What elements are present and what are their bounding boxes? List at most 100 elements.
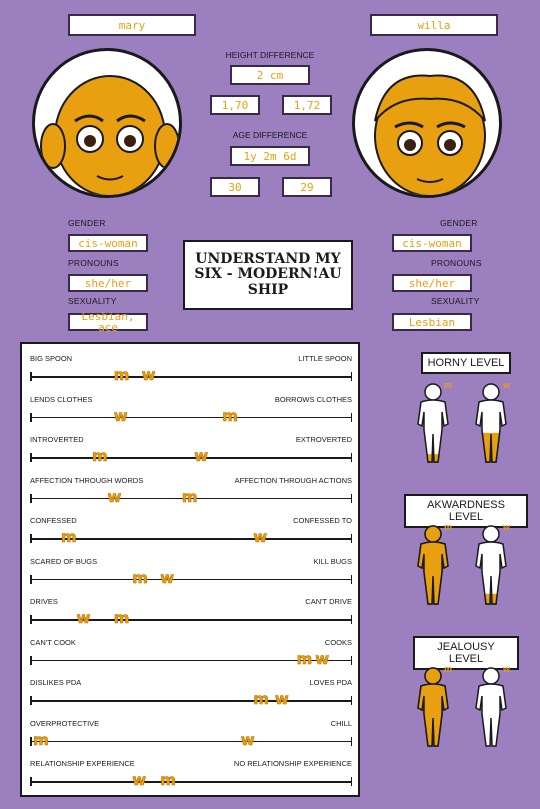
- height-diff: 2 cm: [230, 65, 310, 85]
- level-figure-w: w: [472, 664, 510, 748]
- level-title: JEALOUSY LEVEL: [413, 636, 519, 670]
- marker-w: w: [315, 649, 330, 668]
- figure-tag: m: [443, 522, 452, 532]
- height-right-value: 1,72: [293, 98, 321, 112]
- marker-m: m: [181, 487, 198, 506]
- marker-m: m: [92, 447, 108, 466]
- height-diff-value: 2 cm: [256, 68, 284, 82]
- scale-row: CONFESSED CONFESSED TO m w: [30, 516, 352, 552]
- scale-left-label: DRIVES: [30, 597, 58, 606]
- right-gender-label: GENDER: [440, 218, 478, 228]
- height-left: 1,70: [210, 95, 260, 115]
- left-pronouns: she/her: [84, 276, 132, 290]
- age-left-value: 30: [228, 180, 242, 194]
- scale-right-label: CAN'T DRIVE: [305, 597, 352, 606]
- scale-left-label: DISLIKES PDA: [30, 678, 82, 687]
- scale-left-label: AFFECTION THROUGH WORDS: [30, 475, 144, 485]
- right-pronouns-label: PRONOUNS: [431, 258, 482, 268]
- scale-line: [30, 737, 352, 745]
- scale-row: OVERPROTECTIVE CHILL m w: [30, 719, 352, 755]
- left-name-box: mary: [68, 14, 196, 36]
- right-portrait: [352, 48, 502, 198]
- figure-tag: m: [443, 664, 452, 674]
- marker-w: w: [141, 366, 156, 385]
- level-figure-w: w: [472, 522, 510, 606]
- level-figure-m: m: [414, 522, 452, 606]
- scale-right-label: NO RELATIONSHIP EXPERIENCE: [233, 759, 352, 768]
- scale-right-label: KILL BUGS: [313, 556, 353, 566]
- marker-m: m: [222, 406, 238, 425]
- level-figure-w: w: [472, 380, 510, 464]
- age-right: 29: [282, 177, 332, 197]
- left-gender-label: GENDER: [68, 218, 106, 228]
- age-right-value: 29: [300, 180, 314, 194]
- marker-m: m: [132, 568, 148, 587]
- right-sexuality-box: Lesbian: [392, 313, 472, 331]
- marker-w: w: [274, 690, 289, 709]
- scale-row: BIG SPOON LITTLE SPOON m w: [30, 354, 352, 390]
- marker-m: m: [113, 366, 130, 385]
- scale-right-label: AFFECTION THROUGH ACTIONS: [234, 475, 352, 485]
- height-left-value: 1,70: [221, 98, 249, 112]
- left-pronouns-label: PRONOUNS: [68, 258, 119, 268]
- marker-w: w: [76, 609, 91, 628]
- scale-right-label: EXTROVERTED: [295, 435, 352, 444]
- scale-left-label: CAN'T COOK: [30, 637, 76, 647]
- left-sexuality-label: SEXUALITY: [68, 296, 117, 306]
- marker-w: w: [160, 568, 175, 587]
- left-gender: cis-woman: [78, 236, 138, 250]
- marker-w: w: [253, 528, 268, 547]
- scale-left-label: BIG SPOON: [30, 354, 73, 363]
- scale-line: [30, 413, 352, 421]
- right-gender-box: cis-woman: [392, 234, 472, 252]
- right-sexuality: Lesbian: [408, 315, 456, 329]
- scale-left-label: CONFESSED: [30, 516, 77, 525]
- marker-m: m: [253, 690, 269, 709]
- marker-w: w: [113, 406, 128, 425]
- marker-w: w: [240, 730, 255, 749]
- scale-right-label: CHILL: [330, 718, 352, 728]
- left-portrait: [32, 48, 182, 198]
- figure-tag: w: [502, 664, 510, 674]
- marker-m: m: [33, 730, 49, 749]
- scale-left-label: RELATIONSHIP EXPERIENCE: [30, 759, 135, 768]
- figure-tag: m: [443, 380, 452, 390]
- scale-line: [30, 373, 352, 380]
- right-sexuality-label: SEXUALITY: [431, 296, 480, 306]
- figure-tag: w: [502, 380, 510, 390]
- page-title: UNDERSTAND MY SIX - MODERN!AU SHIP: [183, 240, 353, 310]
- marker-m: m: [296, 649, 313, 668]
- age-diff-value: 1y 2m 6d: [243, 149, 297, 163]
- marker-w: w: [132, 771, 147, 790]
- scale-line: [30, 575, 352, 583]
- right-name-box: willa: [370, 14, 498, 36]
- height-right: 1,72: [282, 95, 332, 115]
- scale-row: AFFECTION THROUGH WORDS AFFECTION THROUGH…: [30, 476, 352, 512]
- left-gender-box: cis-woman: [68, 234, 148, 252]
- age-diff: 1y 2m 6d: [230, 146, 310, 166]
- left-name: mary: [118, 18, 146, 32]
- scale-right-label: BORROWS CLOTHES: [274, 394, 352, 404]
- left-sexuality-box: Lesbian, ace: [68, 310, 148, 334]
- level-title: HORNY LEVEL: [421, 352, 511, 374]
- scale-row: SCARED OF BUGS KILL BUGS m w: [30, 557, 352, 593]
- scale-row: LENDS CLOTHES BORROWS CLOTHES w m: [30, 395, 352, 431]
- left-sexuality: Lesbian, ace: [81, 310, 135, 334]
- level-figure-m: m: [414, 664, 452, 748]
- right-name: willa: [417, 18, 451, 32]
- level-title: AKWARDNESS LEVEL: [404, 494, 528, 528]
- scale-left-label: OVERPROTECTIVE: [30, 718, 100, 728]
- marker-m: m: [113, 609, 130, 628]
- age-left: 30: [210, 177, 260, 197]
- scale-right-label: COOKS: [324, 637, 352, 647]
- scale-line: [30, 616, 352, 623]
- right-gender: cis-woman: [402, 236, 462, 250]
- right-pronouns: she/her: [408, 276, 456, 290]
- scale-line: [30, 535, 352, 542]
- scale-left-label: LENDS CLOTHES: [30, 394, 93, 404]
- left-pronouns-box: she/her: [68, 274, 148, 292]
- marker-w: w: [107, 487, 122, 506]
- scale-row: CAN'T COOK COOKS m w: [30, 638, 352, 674]
- scale-left-label: INTROVERTED: [30, 435, 84, 444]
- scale-row: RELATIONSHIP EXPERIENCE NO RELATIONSHIP E…: [30, 759, 352, 795]
